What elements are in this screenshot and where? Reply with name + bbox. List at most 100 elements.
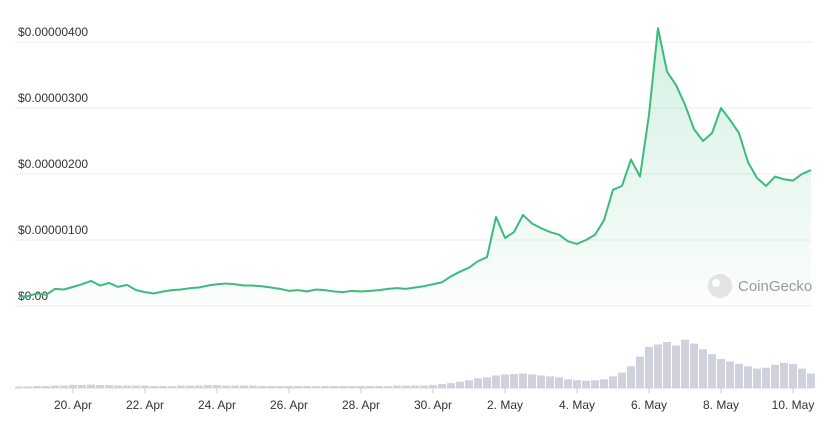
x-tick-label: 4. May	[559, 398, 595, 412]
volume-bar	[411, 385, 419, 388]
watermark-logo-eye	[712, 279, 720, 287]
y-tick-label: $0.00000400	[18, 25, 88, 39]
volume-bar	[159, 386, 167, 388]
y-tick-label: $0.00000300	[18, 91, 88, 105]
volume-bar	[114, 385, 122, 388]
volume-bar	[51, 385, 59, 388]
volume-bar	[15, 386, 23, 388]
x-tick-label: 20. Apr	[54, 398, 92, 412]
x-tick-label: 2. May	[487, 398, 523, 412]
volume-bar	[78, 385, 86, 388]
volume-bar	[618, 372, 626, 388]
volume-bar	[33, 386, 41, 388]
volume-bar	[609, 376, 617, 388]
volume-bar	[735, 363, 743, 388]
volume-bar	[537, 375, 545, 388]
volume-bar	[627, 366, 635, 388]
volume-bar	[276, 386, 284, 388]
volume-bar	[366, 386, 374, 388]
x-tick-label: 30. Apr	[414, 398, 452, 412]
y-tick-label: $0.00000100	[18, 223, 88, 237]
volume-bar	[573, 380, 581, 388]
volume-bar	[231, 385, 239, 388]
volume-bar	[240, 385, 248, 388]
price-area	[19, 28, 811, 306]
volume-bar	[339, 386, 347, 388]
volume-bar	[663, 342, 671, 388]
volume-bar	[384, 386, 392, 388]
volume-bar	[564, 379, 572, 388]
volume-bar	[744, 366, 752, 388]
volume-bar	[636, 356, 644, 388]
watermark-text: CoinGecko	[738, 278, 812, 295]
volume-bar	[582, 380, 590, 388]
volume-bar	[654, 344, 662, 388]
y-tick-label: $0.00000200	[18, 157, 88, 171]
volume-bar	[123, 385, 131, 388]
volume-bar	[798, 368, 806, 388]
volume-bar	[204, 385, 212, 388]
volume-bar	[150, 386, 158, 388]
volume-bar	[492, 375, 500, 388]
volume-bar	[42, 386, 50, 388]
x-tick-label: 26. Apr	[270, 398, 308, 412]
volume-bar	[402, 385, 410, 388]
volume-bar	[555, 377, 563, 388]
volume-bar	[258, 386, 266, 388]
x-tick-label: 6. May	[631, 398, 667, 412]
volume-bar	[60, 385, 68, 388]
x-tick-label: 28. Apr	[342, 398, 380, 412]
volume-bar	[87, 384, 95, 388]
volume-bar	[321, 386, 329, 388]
volume-bar	[456, 381, 464, 388]
volume-bar	[726, 361, 734, 388]
volume-bar	[186, 385, 194, 388]
volume-bar	[699, 349, 707, 388]
y-tick-label: $0.00	[18, 289, 48, 303]
volume-bar	[168, 386, 176, 388]
x-tick-label: 24. Apr	[198, 398, 236, 412]
volume-bar	[249, 385, 257, 388]
volume-bar	[312, 386, 320, 388]
volume-bar	[429, 385, 437, 388]
volume-bar	[438, 384, 446, 388]
volume-bar	[681, 339, 689, 388]
volume-bar	[789, 363, 797, 388]
volume-bar	[717, 359, 725, 388]
volume-bar	[96, 385, 104, 388]
volume-bar	[105, 385, 113, 388]
volume-bar	[807, 373, 815, 388]
volume-bar	[195, 385, 203, 388]
volume-bar	[213, 385, 221, 388]
volume-bar	[474, 378, 482, 388]
x-tick-label: 22. Apr	[126, 398, 164, 412]
volume-bar	[69, 385, 77, 388]
volume-bar	[285, 386, 293, 388]
volume-bar	[267, 386, 275, 388]
volume-bar	[645, 346, 653, 388]
volume-bar	[465, 380, 473, 388]
volume-bar	[762, 367, 770, 388]
x-tick-label: 10. May	[772, 398, 815, 412]
volume-bar	[690, 343, 698, 388]
volume-bar	[708, 354, 716, 388]
volume-bar	[393, 385, 401, 388]
volume-bar	[222, 385, 230, 388]
volume-bar	[600, 379, 608, 388]
x-tick-label: 8. May	[703, 398, 739, 412]
volume-bar	[483, 377, 491, 388]
volume-bar	[375, 386, 383, 388]
volume-bar	[780, 362, 788, 388]
volume-bar	[447, 383, 455, 388]
volume-bar	[519, 373, 527, 388]
volume-bar	[24, 386, 32, 388]
volume-bar	[420, 385, 428, 388]
volume-bar	[672, 345, 680, 388]
volume-bar	[546, 376, 554, 388]
volume-bar	[528, 374, 536, 388]
price-line	[18, 27, 812, 298]
volume-bar	[294, 386, 302, 388]
volume-bar	[510, 373, 518, 388]
volume-bar	[330, 386, 338, 388]
